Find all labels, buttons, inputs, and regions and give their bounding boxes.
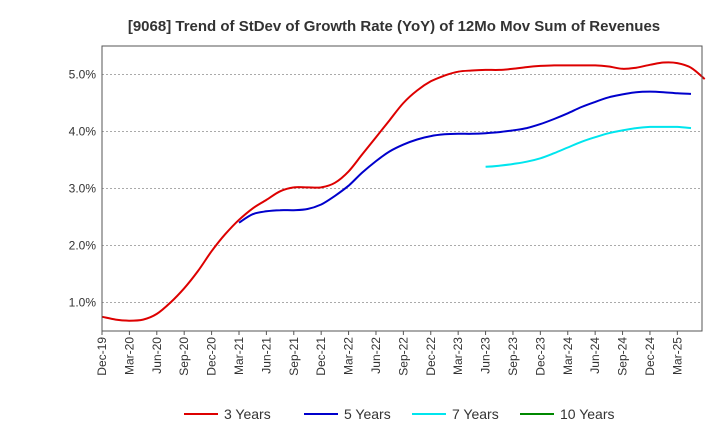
y-tick-label: 2.0% xyxy=(69,239,97,253)
y-tick-label: 1.0% xyxy=(69,296,97,310)
x-tick-label: Mar-24 xyxy=(561,337,575,375)
x-tick-label: Mar-20 xyxy=(122,337,136,375)
x-tick-label: Jun-22 xyxy=(369,337,383,374)
y-axis: 1.0% 2.0% 3.0% 4.0% 5.0% xyxy=(69,68,97,310)
series-line-5-years xyxy=(238,90,692,224)
grid-lines xyxy=(102,74,702,303)
x-tick-label: Sep-24 xyxy=(616,337,630,376)
x-tick-label: Dec-19 xyxy=(95,337,109,376)
legend-label: 7 Years xyxy=(452,406,499,422)
y-tick-label: 3.0% xyxy=(69,182,97,196)
chart-title: [9068] Trend of StDev of Growth Rate (Yo… xyxy=(128,18,660,35)
x-tick-label: Dec-24 xyxy=(643,337,657,376)
x-tick-label: Mar-25 xyxy=(670,337,684,375)
legend-label: 10 Years xyxy=(560,406,615,422)
x-tick-label: Sep-23 xyxy=(506,337,520,376)
plot-frame xyxy=(101,45,703,332)
x-tick-label: Jun-24 xyxy=(588,337,602,374)
x-tick-label: Sep-20 xyxy=(177,337,191,376)
x-axis: Dec-19 Mar-20 Jun-20 Sep-20 Dec-20 Mar-21 Jun-… xyxy=(95,331,684,376)
x-tick-label: Sep-21 xyxy=(287,337,301,376)
x-tick-label: Dec-23 xyxy=(533,337,547,376)
x-tick-label: Mar-21 xyxy=(232,337,246,375)
x-tick-label: Dec-21 xyxy=(314,337,328,376)
legend-label: 3 Years xyxy=(224,406,271,422)
x-tick-label: Sep-22 xyxy=(396,337,410,376)
x-tick-label: Dec-20 xyxy=(205,337,219,376)
legend-label: 5 Years xyxy=(344,406,391,422)
x-tick-label: Jun-20 xyxy=(150,337,164,374)
x-tick-label: Jun-23 xyxy=(479,337,493,374)
y-tick-label: 4.0% xyxy=(69,125,97,139)
x-tick-label: Mar-22 xyxy=(342,337,356,375)
y-tick-label: 5.0% xyxy=(69,68,97,82)
x-tick-label: Jun-21 xyxy=(259,337,273,374)
x-tick-label: Mar-23 xyxy=(451,337,465,375)
series-line-3-years xyxy=(101,61,706,322)
series-line-7-years xyxy=(485,125,692,168)
x-tick-label: Dec-22 xyxy=(424,337,438,376)
legend: 3 Years 5 Years 7 Years 10 Years xyxy=(184,406,615,422)
series-layer xyxy=(101,61,706,322)
